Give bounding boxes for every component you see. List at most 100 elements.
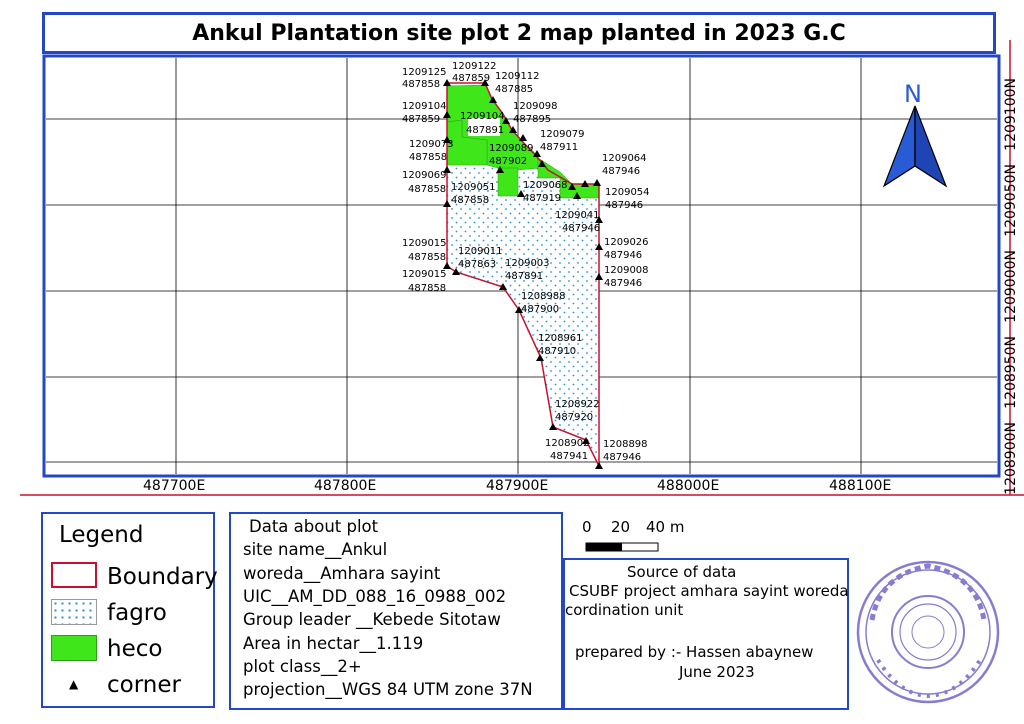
plot-info-box: Data about plot site name__Ankul woreda_… — [229, 512, 563, 710]
official-stamp-icon — [856, 560, 1000, 704]
corner-label: 487941 — [550, 451, 588, 462]
corner-label: 487858 — [402, 79, 440, 90]
boundary-swatch — [51, 562, 97, 588]
plot-info-line: UIC__AM_DD_088_16_0988_002 — [243, 587, 507, 606]
corner-label: 1209069 — [402, 170, 447, 181]
corner-label: 487891 — [505, 271, 543, 282]
corner-label: 1209104 — [460, 111, 505, 122]
corner-label: 487900 — [521, 304, 559, 315]
source-line: CSUBF project amhara sayint woreda — [569, 582, 849, 600]
corner-label: 1209112 — [495, 71, 540, 82]
legend-label-corner: corner — [107, 672, 181, 698]
corner-label: 487863 — [458, 259, 496, 270]
corner-labels: 1209125 487858 1209122 487859 1209112 48… — [402, 61, 650, 463]
plot-info-line: Group leader __Kebede Sitotaw — [243, 610, 501, 629]
corner-label: 1209015 — [402, 238, 447, 249]
corner-label: 487946 — [604, 250, 642, 261]
heco-swatch — [51, 635, 97, 661]
y-axis-label: 1208950N — [1003, 336, 1019, 409]
fagro-swatch — [51, 599, 97, 625]
corner-label: 487946 — [562, 223, 600, 234]
y-axis-label: 1209000N — [1003, 250, 1019, 323]
prepared-by: prepared by :- Hassen abaynew — [575, 643, 814, 661]
corner-label: 1209122 — [452, 61, 497, 72]
plot-info-line: projection__WGS 84 UTM zone 37N — [243, 680, 533, 699]
corner-label: 1209026 — [604, 237, 649, 248]
corner-label: 1208902 — [545, 438, 590, 449]
corner-label: 1209008 — [604, 265, 649, 276]
corner-label: 1209054 — [605, 187, 650, 198]
corner-label: 1208898 — [603, 439, 648, 450]
legend-label-fagro: fagro — [107, 600, 167, 626]
corner-label: 1209011 — [458, 246, 503, 257]
corner-label: 1209003 — [505, 258, 550, 269]
corner-label: 487858 — [408, 252, 446, 263]
corner-label: 1208922 — [555, 399, 600, 410]
north-arrow-icon: N — [882, 80, 948, 188]
corner-label: 487885 — [495, 84, 533, 95]
corner-label: 487910 — [538, 346, 576, 357]
scale-bar — [585, 542, 659, 552]
plot-info-line: site name__Ankul — [243, 540, 388, 559]
svg-text:N: N — [904, 80, 922, 108]
y-axis-label: 1209100N — [1003, 78, 1019, 151]
corner-label: 487919 — [523, 193, 561, 204]
map-title: Ankul Plantation site plot 2 map planted… — [192, 20, 846, 46]
corner-label: 487946 — [603, 452, 641, 463]
corner-label: 1208988 — [521, 291, 566, 302]
corner-label: 1208961 — [538, 333, 583, 344]
y-axis-label: 1209050N — [1003, 164, 1019, 237]
corner-label: 487858 — [408, 184, 446, 195]
plot-info-line: plot class__2+ — [243, 657, 362, 676]
x-axis-label: 487900E — [486, 478, 549, 494]
plot-info-line: Area in hectar__1.119 — [243, 634, 424, 653]
corner-label: 487858 — [408, 283, 446, 294]
corner-label: 487895 — [513, 114, 551, 125]
corner-label: 1209041 — [555, 210, 600, 221]
scale-label: 20 — [611, 518, 631, 536]
corner-triangle-icon: ▲ — [69, 677, 79, 691]
x-axis-label: 487700E — [143, 478, 206, 494]
corner-label: 1209073 — [409, 139, 454, 150]
legend-label-boundary: Boundary — [107, 564, 218, 590]
source-heading: Source of data — [627, 563, 737, 581]
source-line: cordination unit — [565, 601, 684, 619]
corner-label: 487859 — [402, 114, 440, 125]
prepared-date: June 2023 — [679, 663, 755, 681]
corner-label: 487911 — [540, 142, 578, 153]
y-axis-label: 1208900N — [1003, 422, 1019, 495]
corner-label: 1209125 — [402, 67, 447, 78]
corner-label: 487859 — [452, 73, 490, 84]
x-axis-label: 488000E — [657, 478, 720, 494]
corner-label: 1209104 — [402, 101, 447, 112]
corner-label: 1209064 — [602, 153, 647, 164]
corner-label: 1209098 — [513, 101, 558, 112]
corner-label: 487920 — [555, 412, 593, 423]
heco-gap — [468, 118, 500, 136]
corner-markers — [443, 79, 603, 469]
scale-label: 0 — [582, 518, 592, 536]
corner-label: 1209051 — [451, 182, 496, 193]
source-box: Source of data CSUBF project amhara sayi… — [563, 558, 849, 710]
plot-info-line: woreda__Amhara sayint — [243, 564, 441, 583]
corner-label: 1209068 — [523, 180, 568, 191]
scale-label: 40 m — [646, 518, 685, 536]
corner-label: 487946 — [604, 278, 642, 289]
corner-label: 487858 — [451, 195, 489, 206]
corner-label: 487946 — [602, 166, 640, 177]
map-title-box: Ankul Plantation site plot 2 map planted… — [42, 12, 996, 54]
corner-label: 1209015 — [402, 269, 447, 280]
x-axis-label: 488100E — [829, 478, 892, 494]
legend-title: Legend — [59, 522, 144, 548]
plot-info-heading: Data about plot — [249, 517, 379, 536]
corner-label: 1209079 — [540, 129, 585, 140]
legend: Legend Boundary fagro heco ▲ corner — [41, 512, 218, 708]
x-axis-label: 487800E — [314, 478, 377, 494]
corner-label: 487858 — [409, 152, 447, 163]
legend-label-heco: heco — [107, 636, 163, 662]
corner-label: 487891 — [466, 125, 504, 136]
corner-label: 487946 — [605, 200, 643, 211]
corner-label: 1209089 — [489, 143, 534, 154]
corner-label: 487902 — [489, 156, 527, 167]
